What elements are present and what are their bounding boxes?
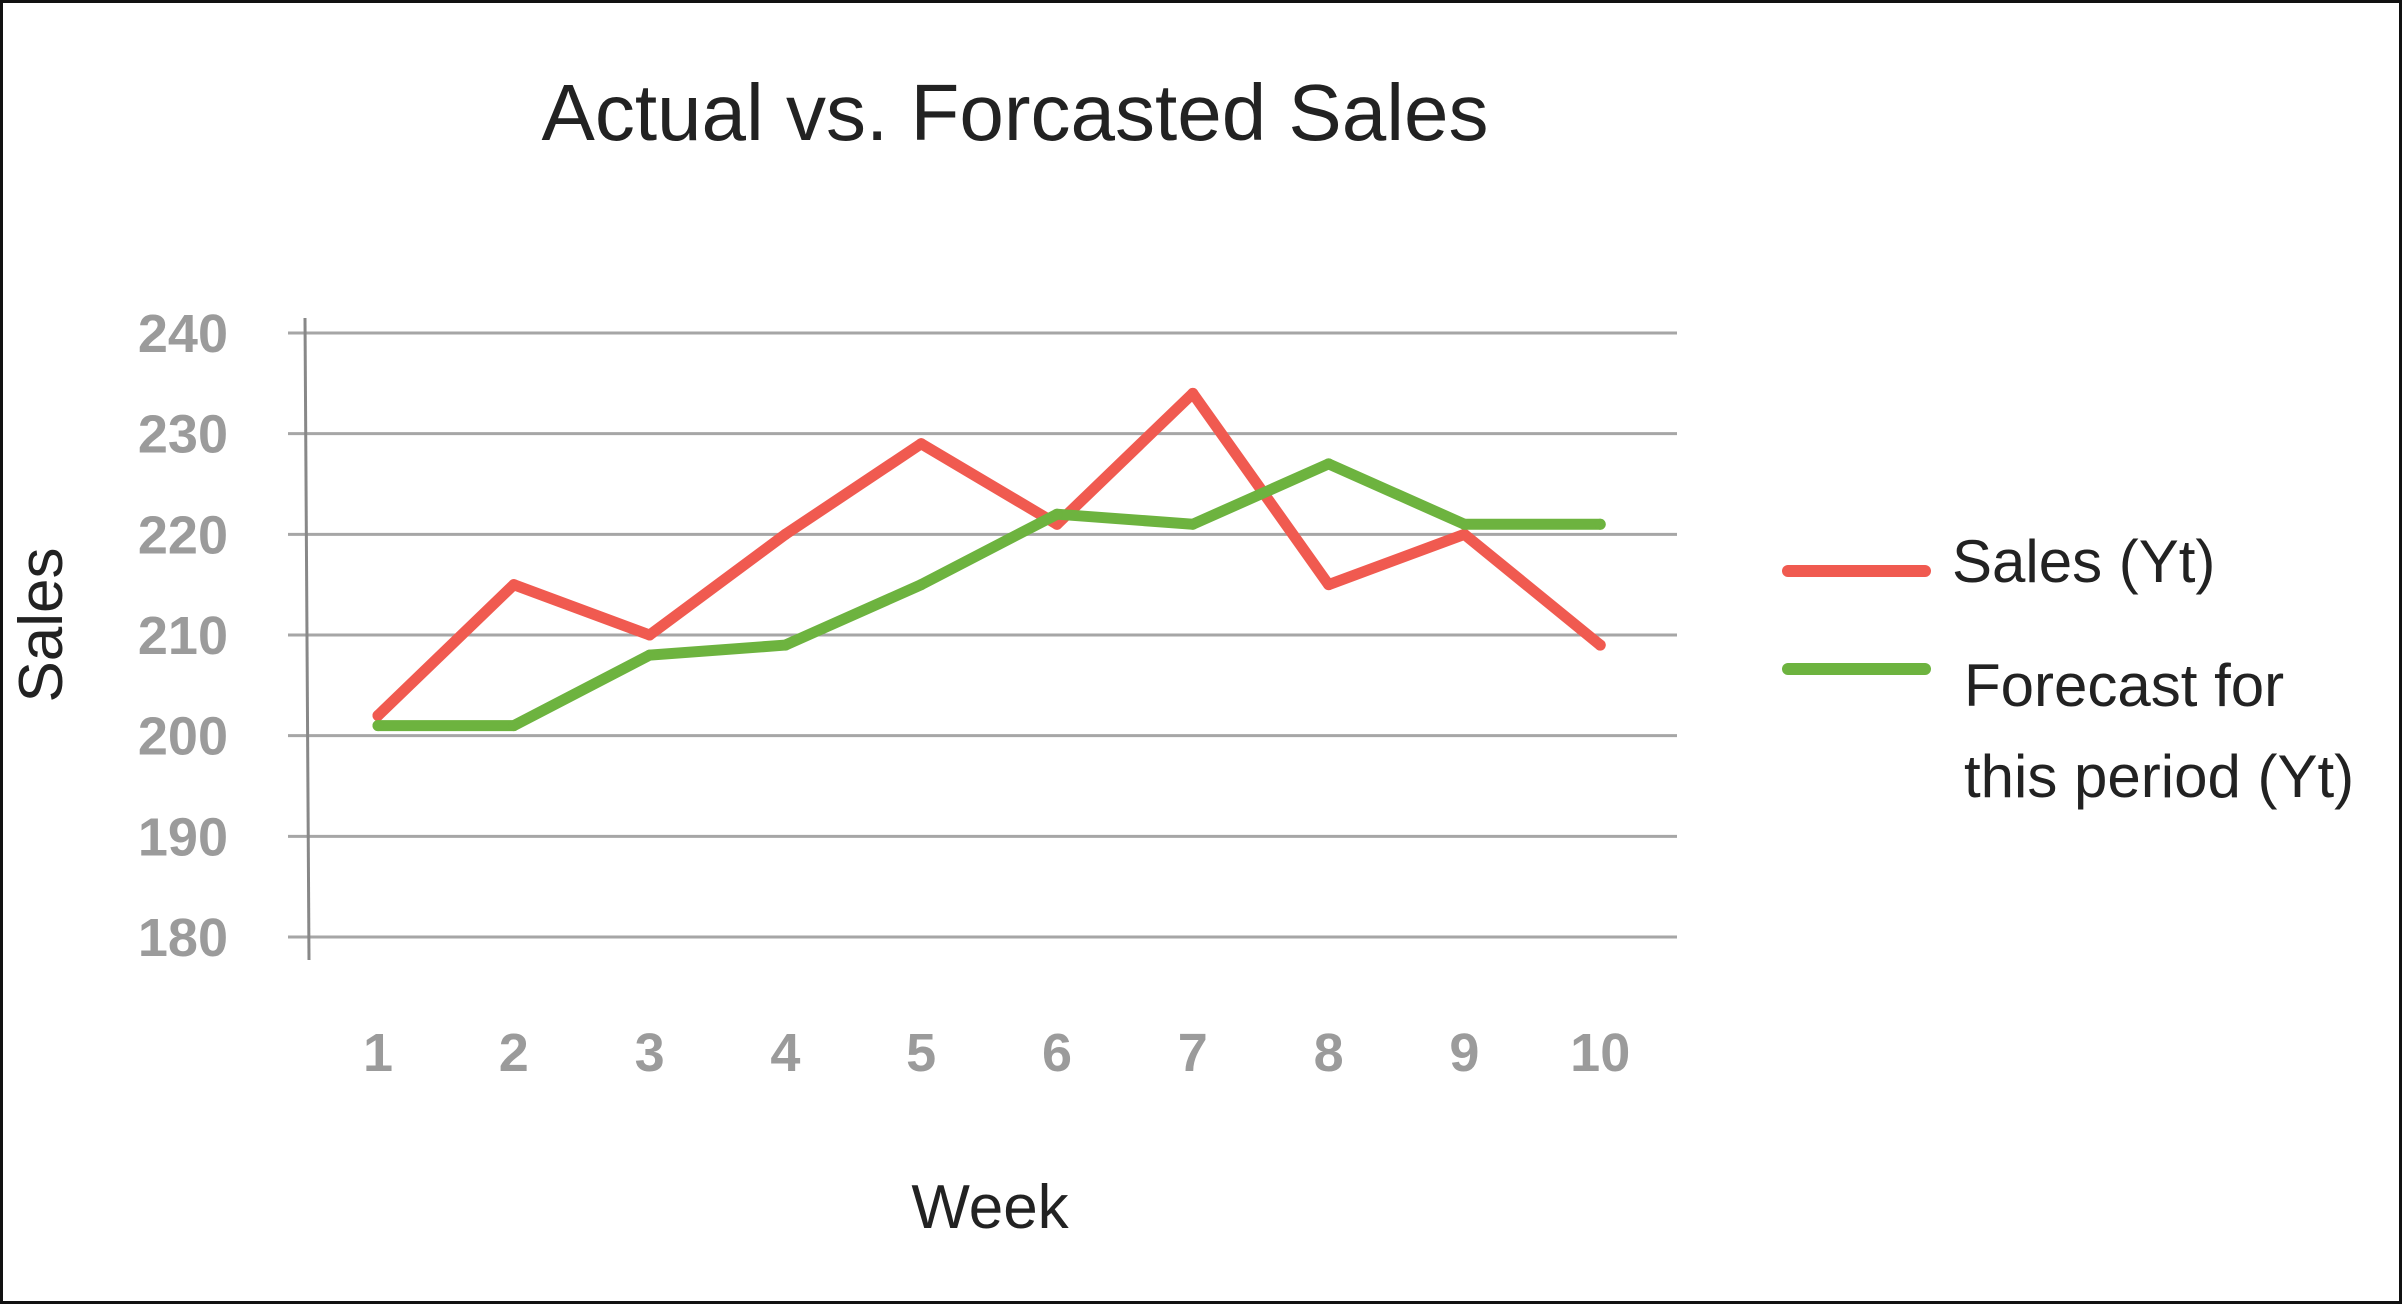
x-tick-label: 7 bbox=[1178, 1023, 1208, 1083]
x-tick-label: 10 bbox=[1570, 1023, 1630, 1083]
sales-point-week-5 bbox=[915, 438, 927, 450]
sales-point-week-1 bbox=[372, 710, 384, 722]
legend: Sales (Yt) Forecast for this period (Yt) bbox=[1782, 528, 2354, 810]
series-lines bbox=[372, 387, 1606, 732]
sales-point-week-9 bbox=[1458, 528, 1470, 540]
forecast-point-week-5 bbox=[915, 579, 927, 591]
forecast-point-week-3 bbox=[644, 649, 656, 661]
sales-point-week-7 bbox=[1187, 387, 1199, 399]
forecast-point-week-10 bbox=[1594, 518, 1606, 530]
y-axis-title: Sales bbox=[7, 547, 76, 702]
legend-label-forecast-line1: Forecast for bbox=[1964, 652, 2284, 719]
sales-point-week-8 bbox=[1323, 579, 1335, 591]
x-tick-label: 5 bbox=[906, 1023, 936, 1083]
series-line-sales bbox=[372, 387, 1606, 722]
x-tick-label: 8 bbox=[1314, 1023, 1344, 1083]
sales-point-week-2 bbox=[508, 579, 520, 591]
legend-label-forecast-line2: this period (Yt) bbox=[1964, 743, 2354, 810]
y-tick-label: 230 bbox=[138, 405, 228, 465]
y-tick-label: 240 bbox=[138, 304, 228, 364]
x-tick-label: 4 bbox=[770, 1023, 800, 1083]
x-tick-label: 3 bbox=[635, 1023, 665, 1083]
sales-point-week-3 bbox=[644, 629, 656, 641]
forecast-point-week-4 bbox=[779, 639, 791, 651]
forecast-point-week-2 bbox=[508, 720, 520, 732]
y-tick-label: 200 bbox=[138, 707, 228, 767]
x-axis-title: Week bbox=[911, 1173, 1069, 1242]
forecast-point-week-1 bbox=[372, 720, 384, 732]
y-tick-label: 180 bbox=[138, 908, 228, 968]
legend-label-sales: Sales (Yt) bbox=[1952, 528, 2215, 595]
y-tick-label: 210 bbox=[138, 606, 228, 666]
x-tick-label: 2 bbox=[499, 1023, 529, 1083]
y-tick-label: 220 bbox=[138, 505, 228, 565]
x-tick-label: 6 bbox=[1042, 1023, 1072, 1083]
x-tick-label: 9 bbox=[1449, 1023, 1479, 1083]
x-tick-labels: 1 2 3 4 5 6 7 8 9 10 bbox=[363, 1023, 1630, 1083]
series-line-forecast bbox=[372, 458, 1606, 732]
y-axis-line bbox=[303, 317, 311, 961]
sales-point-week-10 bbox=[1594, 639, 1606, 651]
sales-point-week-4 bbox=[779, 528, 791, 540]
forecast-point-week-8 bbox=[1323, 458, 1335, 470]
y-tick-labels: 240 230 220 210 200 190 180 bbox=[138, 304, 228, 968]
gridlines bbox=[288, 331, 1677, 939]
chart-title: Actual vs. Forcasted Sales bbox=[541, 68, 1488, 157]
forecast-point-week-7 bbox=[1187, 518, 1199, 530]
forecast-point-week-6 bbox=[1051, 508, 1063, 520]
y-tick-label: 190 bbox=[138, 807, 228, 867]
x-tick-label: 1 bbox=[363, 1023, 393, 1083]
forecast-point-week-9 bbox=[1458, 518, 1470, 530]
